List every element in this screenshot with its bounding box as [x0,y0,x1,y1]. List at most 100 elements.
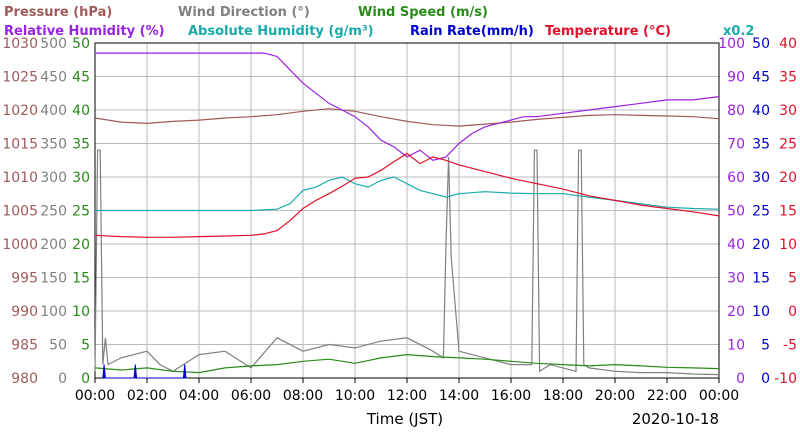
rain-axis-tick: 20 [752,237,770,253]
wind-speed-axis-tick: 10 [72,304,90,320]
pressure-axis-tick: 1010 [2,170,38,186]
series-wind-direction [94,149,720,376]
header-label: Absolute Humidity (g/m³) [188,24,374,39]
humidity-axis-tick: 10 [727,338,745,354]
wind-speed-axis-tick: 20 [72,237,90,253]
header-label: x0.2 [723,24,754,39]
temperature-axis-tick: 25 [779,137,797,153]
wind-direction-axis-tick: 250 [40,204,67,220]
x-tick-label: 08:00 [283,388,323,404]
data-series [94,52,720,379]
x-tick-label: 14:00 [439,388,479,404]
temperature-axis-tick: 0 [788,304,797,320]
pressure-axis-tick: 1030 [2,36,38,52]
pressure-axis-tick: 985 [11,338,38,354]
header-label: Pressure (hPa) [4,5,112,20]
rain-axis-tick: 25 [752,204,770,220]
header-label: Wind Speed (m/s) [358,5,488,20]
temperature-axis-tick: 35 [779,70,797,86]
wind-direction-axis-tick: 100 [40,304,67,320]
rain-axis-tick: 50 [752,36,770,52]
wind-speed-axis-tick: 50 [72,36,90,52]
wind-direction-axis-tick: 200 [40,237,67,253]
x-tick-label: 20:00 [595,388,635,404]
x-tick-label: 12:00 [387,388,427,404]
x-tick-label: 18:00 [543,388,583,404]
pressure-axis-tick: 990 [11,304,38,320]
chart-header: Pressure (hPa) Wind Direction (°) Wind Spe… [4,5,754,39]
x-tick-label: 00:00 [75,388,115,404]
x-axis-label: Time (JST) [366,410,443,428]
pressure-axis-tick: 1005 [2,204,38,220]
header-label: Rain Rate(mm/h) [410,24,534,39]
humidity-axis-tick: 50 [727,204,745,220]
humidity-axis-tick: 90 [727,70,745,86]
series-temperature-c [94,152,720,238]
temperature-axis-tick: -10 [774,371,797,387]
wind-direction-axis-tick: 300 [40,170,67,186]
humidity-axis-tick: 40 [727,237,745,253]
pressure-axis-tick: 980 [11,371,38,387]
rain-axis-tick: 10 [752,304,770,320]
wind-speed-axis-tick: 45 [72,70,90,86]
temperature-axis-tick: 15 [779,204,797,220]
left-axes: 1030102510201015101010051000995990985980… [2,36,90,387]
x-tick-label: 10:00 [335,388,375,404]
humidity-axis-tick: 60 [727,170,745,186]
wind-speed-axis-tick: 30 [72,170,90,186]
wind-speed-axis-tick: 0 [81,371,90,387]
header-label: Temperature (°C) [545,24,671,39]
rain-axis-tick: 40 [752,103,770,119]
wind-speed-axis-tick: 5 [81,338,90,354]
humidity-axis-tick: 80 [727,103,745,119]
series-wind-speed-m-s [94,353,720,374]
wind-direction-axis-tick: 350 [40,137,67,153]
temperature-axis-tick: -5 [783,338,797,354]
pressure-axis-tick: 1025 [2,70,38,86]
humidity-axis-tick: 70 [727,137,745,153]
wind-direction-axis-tick: 400 [40,103,67,119]
wind-direction-axis-tick: 150 [40,271,67,287]
temperature-axis-tick: 10 [779,237,797,253]
x-tick-label: 22:00 [647,388,687,404]
x-axis: 00:00 02:00 04:00 06:00 08:00 10:00 12:00 14:00… [75,378,739,404]
x-tick-label: 16:00 [491,388,531,404]
rain-axis-tick: 45 [752,70,770,86]
temperature-axis-tick: 20 [779,170,797,186]
wind-direction-axis-tick: 450 [40,70,67,86]
wind-direction-axis-tick: 0 [58,371,67,387]
humidity-axis-tick: 20 [727,304,745,320]
series-pressure-hpa [94,108,720,127]
date-label: 2020-10-18 [632,410,719,428]
wind-speed-axis-tick: 35 [72,137,90,153]
header-label: Relative Humidity (%) [4,24,165,39]
pressure-axis-tick: 995 [11,271,38,287]
pressure-axis-tick: 1015 [2,137,38,153]
series-relative-humidity [95,52,720,161]
x-tick-label: 06:00 [231,388,271,404]
humidity-axis-tick: 30 [727,271,745,287]
temperature-axis-tick: 40 [779,36,797,52]
x-tick-label: 04:00 [179,388,219,404]
header-label: Wind Direction (°) [178,5,310,20]
wind-direction-axis-tick: 50 [49,338,67,354]
x-tick-label: 00:00 [699,388,739,404]
temperature-axis-tick: 5 [788,271,797,287]
rain-axis-tick: 15 [752,271,770,287]
rain-axis-tick: 35 [752,137,770,153]
temperature-axis-tick: 30 [779,103,797,119]
wind-speed-axis-tick: 40 [72,103,90,119]
humidity-axis-tick: 0 [736,371,745,387]
humidity-axis-tick: 100 [718,36,745,52]
pressure-axis-tick: 1020 [2,103,38,119]
series-absolute-humidity-g-m-x0-2 [95,176,720,212]
rain-axis-tick: 0 [761,371,770,387]
series-rain-rate [102,364,187,379]
rain-axis-tick: 5 [761,338,770,354]
wind-speed-axis-tick: 15 [72,271,90,287]
rain-axis-tick: 30 [752,170,770,186]
x-tick-label: 02:00 [127,388,167,404]
pressure-axis-tick: 1000 [2,237,38,253]
wind-direction-axis-tick: 500 [40,36,67,52]
